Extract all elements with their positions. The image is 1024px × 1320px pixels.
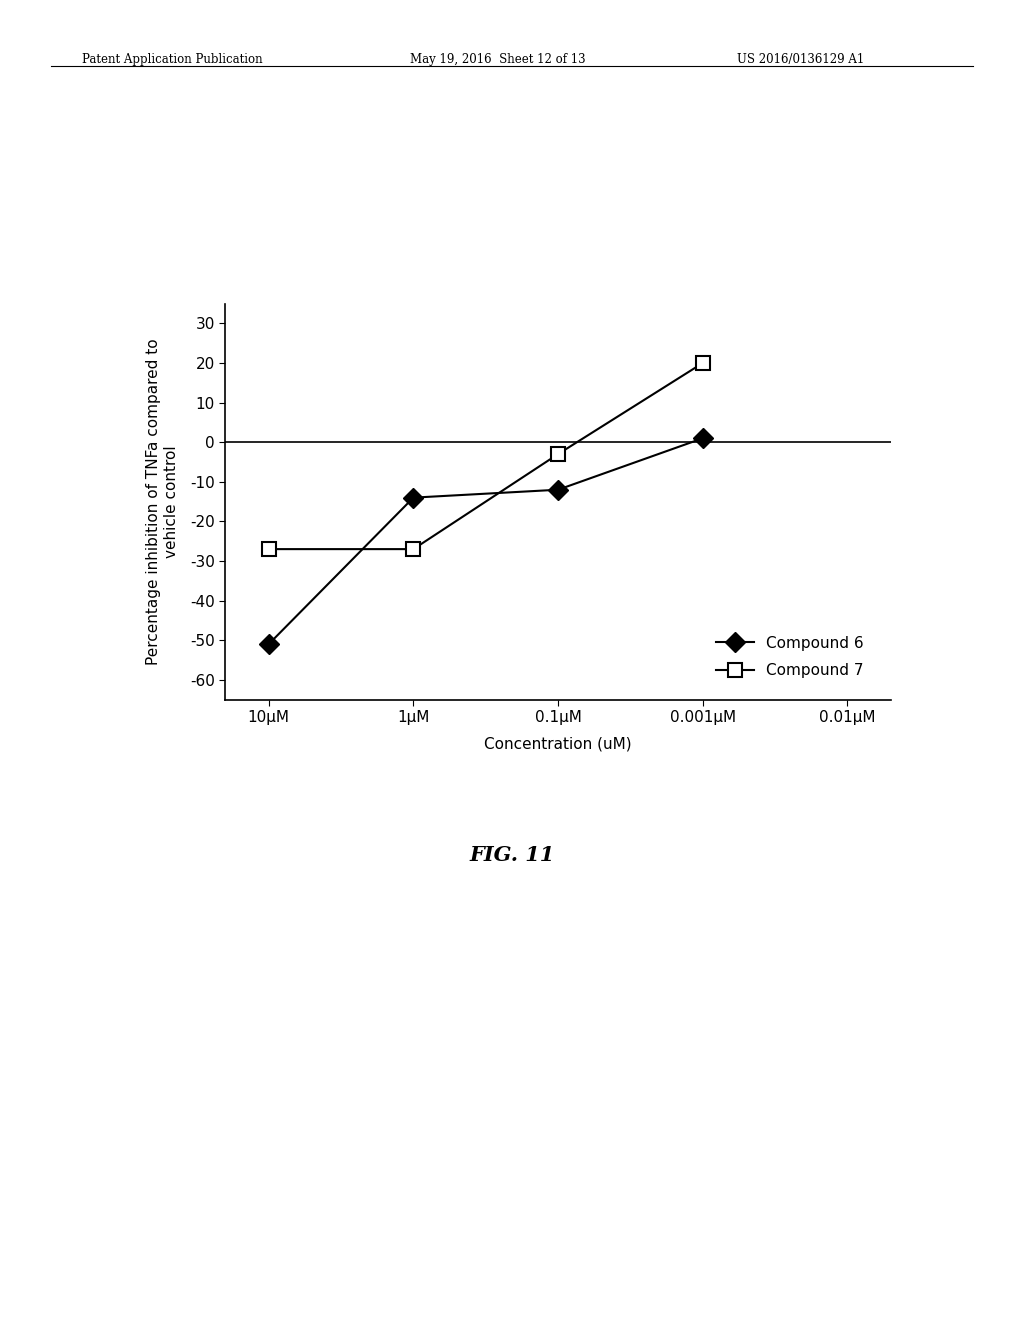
Text: FIG. 11: FIG. 11 — [469, 845, 555, 865]
Compound 6 — [408, 490, 420, 506]
Compound 7 — [552, 446, 564, 462]
Text: US 2016/0136129 A1: US 2016/0136129 A1 — [737, 53, 864, 66]
Compound 6 — [552, 482, 564, 498]
Line: Compound 6: Compound 6 — [262, 432, 710, 651]
X-axis label: Concentration (uM): Concentration (uM) — [484, 737, 632, 751]
Compound 7 — [696, 355, 709, 371]
Text: Patent Application Publication: Patent Application Publication — [82, 53, 262, 66]
Compound 6 — [696, 430, 709, 446]
Y-axis label: Percentage inhibition of TNFa compared to
vehicle control: Percentage inhibition of TNFa compared t… — [146, 338, 179, 665]
Compound 7 — [408, 541, 420, 557]
Compound 7 — [262, 541, 274, 557]
Line: Compound 7: Compound 7 — [262, 356, 710, 556]
Compound 6 — [262, 636, 274, 652]
Text: May 19, 2016  Sheet 12 of 13: May 19, 2016 Sheet 12 of 13 — [410, 53, 586, 66]
Legend: Compound 6, Compound 7: Compound 6, Compound 7 — [710, 630, 870, 684]
